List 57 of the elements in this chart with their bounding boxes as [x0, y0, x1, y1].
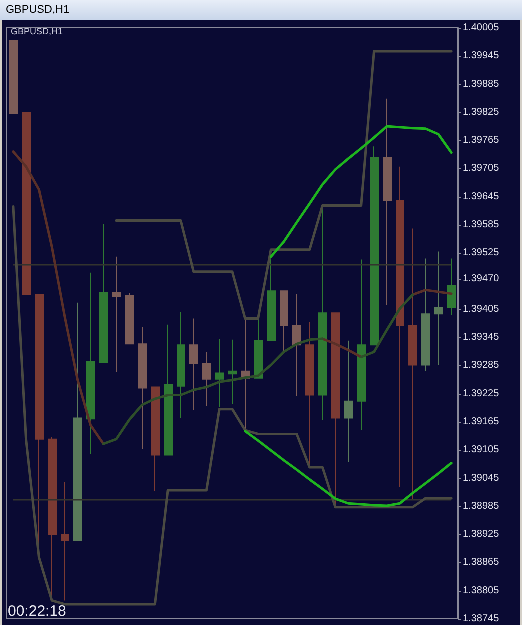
- candlestick: [396, 166, 404, 488]
- y-tick-label: 1.39885: [463, 78, 500, 90]
- y-tick-label: 1.38925: [463, 529, 500, 540]
- candlestick: [73, 302, 82, 542]
- line-series: [270, 125, 453, 258]
- candlestick: [177, 312, 185, 419]
- candlestick: [357, 259, 366, 431]
- y-tick-label: 1.39165: [463, 416, 500, 428]
- candlestick: [254, 318, 263, 379]
- candlestick: [99, 224, 108, 364]
- candlestick: [189, 318, 198, 411]
- candlestick: [241, 318, 250, 431]
- chart-title: GBPUSD,H1: [0, 0, 522, 20]
- y-tick-label: 1.39765: [463, 135, 500, 146]
- candlestick: [215, 338, 224, 408]
- y-tick-label: 1.38805: [463, 585, 500, 596]
- candlestick: [408, 228, 417, 500]
- candlestick: [61, 482, 69, 602]
- candlestick: [164, 324, 173, 456]
- candlestick: [344, 340, 353, 463]
- line-series: [115, 50, 453, 320]
- candlestick: [22, 112, 31, 296]
- y-tick-label: 1.39705: [463, 163, 500, 174]
- y-tick-label: 1.39470: [463, 273, 500, 284]
- y-tick-label: 1.39525: [463, 248, 500, 259]
- candlestick: [447, 258, 456, 316]
- y-tick-label: 1.38865: [463, 557, 500, 568]
- candlestick: [228, 339, 237, 405]
- y-tick-label: 1.39405: [463, 304, 500, 315]
- candlestick: [125, 292, 134, 345]
- candlestick: [138, 326, 147, 450]
- y-tick-label: 1.39585: [463, 220, 500, 230]
- candlestick: [421, 258, 430, 372]
- candlestick: [86, 272, 95, 455]
- y-tick-label: 1.39825: [463, 106, 500, 118]
- candlestick: [9, 40, 18, 114]
- candlestick: [292, 293, 301, 397]
- y-tick-label: 1.39105: [463, 444, 500, 456]
- line-series: [12, 205, 453, 606]
- y-tick-label: 1.40005: [463, 22, 500, 34]
- candlestick: [202, 352, 211, 407]
- y-tick-label: 1.39285: [463, 360, 500, 372]
- y-tick-label: 1.39945: [463, 50, 500, 62]
- line-series: [244, 430, 453, 508]
- y-tick-label: 1.39045: [463, 472, 500, 484]
- y-tick-label: 1.39225: [463, 388, 500, 400]
- candlestick: [112, 256, 121, 373]
- y-tick-label: 1.39645: [463, 191, 500, 202]
- chart-subtitle: GBPUSD,H1: [11, 26, 64, 36]
- y-tick-label: 1.38985: [463, 500, 500, 512]
- candlestick: [370, 146, 379, 346]
- y-tick-label: 1.38745: [463, 614, 500, 624]
- candlestick: [151, 386, 160, 492]
- candlestick: [434, 251, 443, 366]
- candlestick: [383, 98, 392, 306]
- annotation: 00:22:18: [8, 603, 66, 620]
- y-tick-label: 1.39345: [463, 332, 500, 344]
